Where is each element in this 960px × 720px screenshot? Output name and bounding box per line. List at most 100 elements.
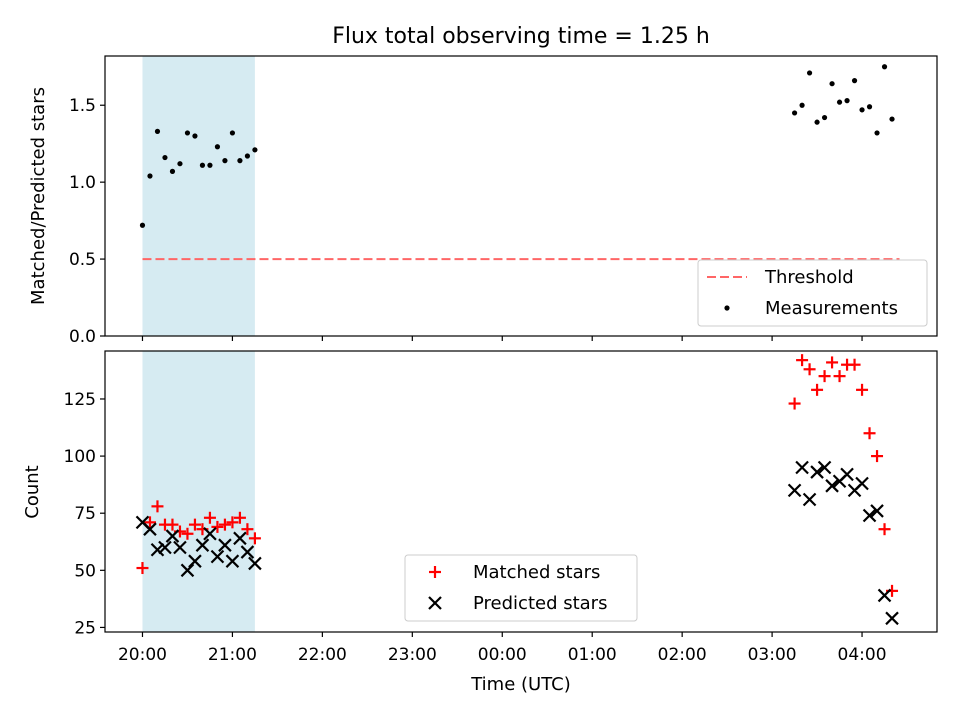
predicted-star-point bbox=[180, 563, 195, 578]
y-tick-label: 125 bbox=[64, 390, 96, 410]
predicted-star-point bbox=[248, 556, 262, 571]
measurement-point bbox=[859, 107, 865, 113]
flux-ratio-legend: Threshold Measurements bbox=[697, 259, 928, 327]
flux-ratio-x-ticks bbox=[141, 336, 863, 341]
x-tick-label: 02:00 bbox=[658, 645, 707, 665]
star-count-panel: 25 50 75 100 125 20:00 21:00 22:00 23:00 00:00 01… bbox=[22, 350, 938, 695]
matched-star-point bbox=[803, 363, 816, 376]
predicted-star-point bbox=[210, 549, 225, 564]
predicted-star-point bbox=[195, 538, 210, 552]
legend-measurements-swatch bbox=[724, 305, 730, 311]
predicted-star-point bbox=[810, 465, 824, 479]
predicted-star-point bbox=[855, 476, 869, 491]
legend-predicted-swatch bbox=[428, 596, 442, 610]
measurement-point bbox=[222, 158, 228, 164]
legend-matched-label: Matched stars bbox=[473, 562, 600, 583]
measurement-point bbox=[214, 144, 221, 150]
measurement-point bbox=[199, 162, 206, 168]
matched-star-point bbox=[203, 511, 216, 524]
y-tick-label: 0.5 bbox=[69, 250, 96, 270]
predicted-star-point bbox=[233, 531, 247, 546]
x-tick-label: 20:00 bbox=[118, 645, 167, 665]
measurement-point bbox=[814, 119, 820, 125]
predicted-star-point bbox=[158, 540, 172, 555]
x-tick-label: 22:00 bbox=[298, 645, 347, 665]
predicted-star-point bbox=[862, 508, 877, 523]
predicted-star-point bbox=[203, 526, 217, 541]
x-tick-label: 23:00 bbox=[388, 645, 437, 665]
measurement-point bbox=[851, 78, 858, 84]
matched-star-point bbox=[856, 383, 869, 396]
measurement-point bbox=[821, 114, 828, 121]
matched-star-point bbox=[166, 518, 179, 531]
measurement-point bbox=[169, 168, 176, 174]
y-tick-label: 75 bbox=[74, 504, 96, 524]
legend-predicted-label: Predicted stars bbox=[473, 593, 607, 614]
flux-ratio-highlight-span bbox=[142, 56, 255, 336]
predicted-star-point bbox=[795, 460, 809, 475]
x-tick-label: 04:00 bbox=[838, 645, 887, 665]
matched-star-point bbox=[233, 511, 246, 524]
predicted-star-point bbox=[877, 588, 892, 603]
y-tick-label: 100 bbox=[64, 447, 96, 467]
predicted-star-point bbox=[802, 492, 817, 507]
predicted-star-point bbox=[165, 529, 180, 543]
predicted-star-point bbox=[240, 545, 255, 559]
flux-ratio-y-ticks: 0.0 0.5 1.0 1.5 bbox=[69, 96, 105, 347]
matched-star-point bbox=[218, 518, 231, 531]
predicted-star-point bbox=[150, 542, 165, 557]
y-tick-label: 0.0 bbox=[69, 327, 96, 347]
matched-star-point bbox=[863, 427, 876, 440]
measurement-point bbox=[252, 147, 258, 153]
predicted-star-point bbox=[143, 522, 157, 536]
measurement-point bbox=[162, 154, 168, 161]
x-tick-label: 21:00 bbox=[208, 645, 257, 665]
matched-star-point bbox=[833, 370, 846, 383]
predicted-star-point bbox=[173, 540, 187, 555]
matched-stars-series bbox=[136, 354, 899, 597]
star-count-axes-frame bbox=[104, 350, 938, 633]
matched-star-point bbox=[848, 358, 861, 371]
flux-ratio-panel: 0.0 0.5 1.0 1.5 Matched/Predicted stars Thr… bbox=[28, 55, 938, 347]
legend-frame bbox=[697, 259, 928, 327]
legend-matched-swatch bbox=[429, 566, 441, 578]
measurement-point bbox=[799, 102, 805, 108]
matched-star-point bbox=[151, 500, 164, 513]
measurement-point bbox=[154, 128, 161, 134]
predicted-star-point bbox=[840, 467, 854, 482]
matched-star-point bbox=[241, 523, 254, 536]
x-tick-label: 01:00 bbox=[568, 645, 617, 665]
predicted-star-point bbox=[885, 611, 899, 626]
matched-star-point bbox=[871, 450, 884, 463]
legend-threshold-label: Threshold bbox=[764, 267, 854, 288]
measurement-point bbox=[829, 81, 835, 87]
x-axis-label: Time (UTC) bbox=[470, 674, 571, 695]
measurement-point bbox=[244, 153, 251, 159]
matched-star-point bbox=[181, 527, 194, 540]
y-tick-label: 25 bbox=[74, 618, 96, 638]
matched-star-point bbox=[211, 520, 224, 533]
matched-star-point bbox=[188, 518, 201, 531]
measurement-point bbox=[881, 64, 888, 70]
predicted-star-point bbox=[870, 504, 884, 518]
matched-star-point bbox=[811, 383, 824, 396]
measurement-point bbox=[874, 130, 880, 136]
predicted-star-point bbox=[817, 460, 832, 475]
measurement-point bbox=[147, 173, 153, 179]
matched-star-point bbox=[796, 354, 809, 367]
matched-star-point bbox=[818, 370, 831, 383]
matched-star-point bbox=[878, 523, 891, 536]
measurement-point bbox=[791, 110, 798, 116]
legend-measurements-label: Measurements bbox=[765, 298, 898, 319]
y-tick-label: 1.5 bbox=[69, 96, 96, 116]
star-count-y-ticks: 25 50 75 100 125 bbox=[64, 390, 105, 638]
x-tick-label: 03:00 bbox=[748, 645, 797, 665]
chart-title: Flux total observing time = 1.25 h bbox=[332, 24, 710, 49]
measurement-point bbox=[177, 161, 183, 167]
x-tick-label: 00:00 bbox=[478, 645, 527, 665]
star-count-highlight-span bbox=[142, 351, 255, 632]
flux-ratio-axes-frame bbox=[104, 55, 938, 337]
measurement-point bbox=[866, 104, 873, 110]
legend-frame bbox=[404, 554, 638, 622]
